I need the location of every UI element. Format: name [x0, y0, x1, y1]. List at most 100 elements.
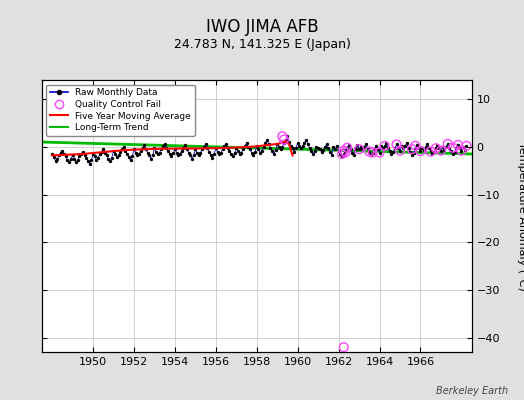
Point: [299, 143, 307, 149]
Point: [287, 143, 295, 149]
Point: [58, 148, 67, 154]
Point: [60, 151, 68, 157]
Point: [154, 151, 162, 157]
Point: [268, 148, 276, 154]
Point: [348, 149, 356, 156]
Point: [141, 146, 150, 152]
Point: [356, 144, 365, 150]
Text: 24.783 N, 141.325 E (Japan): 24.783 N, 141.325 E (Japan): [173, 38, 351, 51]
Point: [447, 148, 455, 154]
Point: [184, 149, 193, 156]
Point: [265, 141, 273, 148]
Point: [69, 152, 77, 158]
Point: [352, 146, 360, 152]
Point: [278, 144, 287, 150]
Point: [295, 143, 303, 149]
Point: [340, 344, 348, 350]
Point: [408, 146, 416, 152]
Point: [341, 148, 350, 154]
Point: [203, 145, 212, 152]
Point: [365, 148, 374, 155]
Point: [304, 141, 312, 148]
Point: [297, 145, 305, 152]
Point: [401, 143, 409, 149]
Point: [247, 149, 256, 156]
Point: [364, 145, 372, 152]
Point: [305, 144, 314, 151]
Point: [256, 149, 265, 156]
Point: [111, 151, 119, 157]
Point: [334, 148, 343, 154]
Point: [346, 146, 355, 152]
Point: [293, 140, 302, 146]
Point: [135, 151, 143, 157]
Point: [194, 152, 203, 158]
Point: [228, 153, 237, 160]
Point: [432, 145, 440, 152]
Point: [99, 146, 107, 152]
Point: [210, 151, 219, 157]
Point: [110, 148, 118, 154]
Point: [53, 156, 61, 162]
Point: [132, 149, 140, 156]
Point: [239, 146, 247, 152]
Point: [355, 146, 363, 152]
Point: [157, 146, 166, 152]
Point: [312, 144, 321, 150]
Point: [340, 148, 348, 154]
Point: [420, 147, 428, 153]
Point: [227, 151, 235, 157]
Point: [432, 145, 440, 152]
Point: [353, 142, 362, 148]
Point: [300, 139, 309, 146]
Point: [249, 152, 257, 158]
Point: [370, 146, 379, 152]
Y-axis label: Temperature Anomaly (°C): Temperature Anomaly (°C): [517, 142, 524, 290]
Point: [285, 139, 293, 145]
Point: [77, 151, 85, 157]
Point: [409, 149, 418, 156]
Point: [92, 157, 101, 163]
Point: [208, 154, 216, 161]
Point: [140, 142, 148, 148]
Point: [85, 160, 94, 167]
Point: [428, 151, 436, 157]
Point: [387, 151, 396, 157]
Point: [232, 144, 241, 151]
Point: [454, 142, 462, 148]
Point: [396, 148, 404, 154]
Point: [183, 146, 191, 152]
Point: [172, 149, 181, 156]
Point: [152, 148, 160, 155]
Point: [224, 144, 232, 151]
Point: [70, 156, 79, 162]
Point: [338, 153, 346, 160]
Point: [253, 143, 261, 149]
Point: [261, 140, 269, 146]
Point: [215, 151, 223, 158]
Point: [350, 152, 358, 158]
Point: [423, 141, 431, 147]
Point: [200, 144, 208, 150]
Point: [360, 144, 368, 150]
Point: [455, 144, 464, 151]
Point: [427, 148, 435, 154]
Point: [340, 151, 348, 157]
Point: [246, 146, 254, 152]
Point: [379, 145, 387, 152]
Point: [171, 146, 179, 152]
Point: [396, 148, 404, 154]
Point: [263, 136, 271, 143]
Point: [277, 146, 285, 152]
Point: [176, 151, 184, 157]
Point: [101, 149, 109, 156]
Point: [372, 143, 380, 149]
Point: [156, 149, 164, 156]
Point: [206, 152, 215, 158]
Point: [391, 145, 399, 152]
Point: [324, 145, 333, 152]
Point: [220, 143, 228, 150]
Point: [97, 148, 106, 155]
Point: [87, 157, 95, 163]
Point: [145, 152, 154, 158]
